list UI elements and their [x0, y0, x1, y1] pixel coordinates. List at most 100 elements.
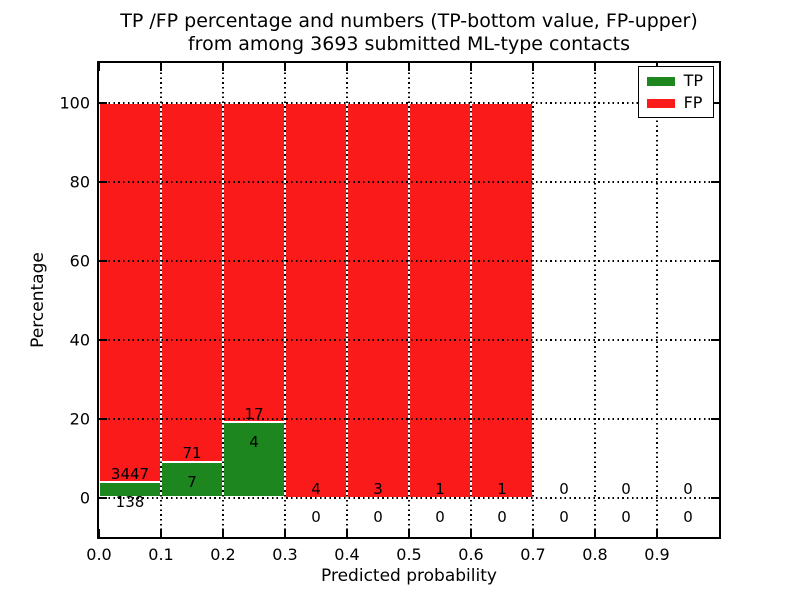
- x-tick-mark: [284, 529, 286, 537]
- fp-count-label: 3: [373, 479, 383, 498]
- y-tick-mark: [99, 180, 107, 183]
- x-tick-mark: [346, 63, 348, 71]
- x-tick-label: 0.4: [334, 545, 360, 564]
- gridline-vertical: [222, 63, 224, 537]
- x-tick-label: 0.1: [148, 545, 174, 564]
- gridline-vertical: [532, 63, 534, 537]
- legend-entry-fp: FP: [646, 93, 703, 112]
- fp-count-label: 3447: [110, 464, 150, 483]
- y-tick-mark: [99, 338, 107, 341]
- y-tick-label: 100: [59, 93, 90, 112]
- gridline-horizontal: [99, 417, 719, 420]
- x-tick-mark: [532, 63, 534, 71]
- fp-count-label: 17: [244, 404, 264, 423]
- fp-count-label: 0: [559, 479, 569, 498]
- x-tick-mark: [346, 529, 348, 537]
- y-tick-label: 0: [79, 488, 90, 507]
- grid-layer: [99, 63, 719, 537]
- x-tick-label: 0.6: [458, 545, 484, 564]
- gridline-horizontal: [99, 338, 719, 341]
- y-tick-label: 80: [69, 172, 90, 191]
- x-tick-mark: [160, 63, 162, 71]
- legend-swatch-fp-icon: [646, 98, 675, 108]
- x-tick-label: 0.3: [272, 545, 298, 564]
- x-tick-label: 0.9: [644, 545, 670, 564]
- gridline-vertical: [346, 63, 348, 537]
- gridline-vertical: [656, 63, 658, 537]
- legend-entry-tp: TP: [646, 71, 703, 90]
- fp-count-label: 1: [435, 479, 445, 498]
- legend-swatch-tp-icon: [646, 76, 675, 86]
- x-tick-label: 0.7: [520, 545, 546, 564]
- chart-title: TP /FP percentage and numbers (TP-bottom…: [99, 10, 719, 56]
- x-tick-label: 0.0: [86, 545, 112, 564]
- tp-count-label: 4: [249, 433, 259, 451]
- bars-layer: [99, 63, 719, 537]
- x-axis-label: Predicted probability: [321, 566, 497, 586]
- tp-count-label: 0: [621, 508, 631, 527]
- tp-count-label: 0: [435, 508, 445, 527]
- x-tick-mark: [470, 529, 472, 537]
- fp-count-label: 0: [621, 479, 631, 498]
- bar-segment-fp: [161, 102, 223, 463]
- gridline-horizontal: [99, 496, 719, 499]
- x-tick-label: 0.8: [582, 545, 608, 564]
- tp-count-label: 138: [115, 493, 145, 512]
- x-tick-mark: [222, 63, 224, 71]
- bar-segment-tp: [161, 462, 223, 498]
- x-tick-mark: [408, 529, 410, 537]
- y-tick-mark: [99, 417, 107, 420]
- fp-count-label: 1: [497, 479, 507, 498]
- gridline-horizontal: [99, 180, 719, 183]
- y-tick-label: 60: [69, 251, 90, 270]
- chart-title-line2: from among 3693 submitted ML-type contac…: [187, 33, 631, 55]
- x-tick-mark: [470, 63, 472, 71]
- y-tick-mark: [711, 101, 719, 104]
- gridline-horizontal: [99, 101, 719, 104]
- x-tick-mark: [408, 63, 410, 71]
- fp-count-label: 71: [182, 444, 202, 463]
- gridline-horizontal: [99, 259, 719, 262]
- tp-count-label: 0: [497, 508, 507, 527]
- gridline-vertical: [284, 63, 286, 537]
- y-tick-mark: [711, 259, 719, 262]
- plot-area: 3447 138 71 7 17 4 4 0 3 0 1 0 1 0 0 0 0 0 0 0 TP FP: [97, 61, 721, 539]
- chart-title-line1: TP /FP percentage and numbers (TP-bottom…: [120, 10, 698, 32]
- y-tick-mark: [711, 338, 719, 341]
- x-tick-mark: [656, 529, 658, 537]
- tp-count-label: 0: [683, 508, 693, 527]
- x-tick-mark: [594, 529, 596, 537]
- gridline-vertical: [594, 63, 596, 537]
- tp-count-label: 0: [559, 508, 569, 527]
- x-tick-mark: [532, 529, 534, 537]
- tp-count-label: 0: [311, 508, 321, 527]
- y-tick-mark: [711, 496, 719, 499]
- x-tick-mark: [594, 63, 596, 71]
- x-tick-mark: [160, 529, 162, 537]
- x-tick-label: 0.2: [210, 545, 236, 564]
- annotations-layer: 3447 138 71 7 17 4 4 0 3 0 1 0 1 0 0 0 0 0 0 0: [99, 63, 719, 537]
- y-tick-mark: [711, 180, 719, 183]
- gridline-vertical: [160, 63, 162, 537]
- tp-count-label: 7: [187, 472, 197, 491]
- x-tick-mark: [222, 529, 224, 537]
- y-tick-mark: [711, 417, 719, 420]
- x-tick-mark: [98, 63, 100, 71]
- y-tick-mark: [99, 101, 107, 104]
- x-tick-mark: [98, 529, 100, 537]
- gridline-vertical: [408, 63, 410, 537]
- y-tick-label: 40: [69, 330, 90, 349]
- y-tick-mark: [99, 259, 107, 262]
- legend-label-tp: TP: [683, 71, 703, 90]
- x-tick-mark: [284, 63, 286, 71]
- tp-count-label: 0: [373, 508, 383, 527]
- fp-count-label: 4: [311, 479, 321, 498]
- fp-count-label: 0: [683, 479, 693, 498]
- y-tick-label: 20: [69, 409, 90, 428]
- legend: TP FP: [637, 66, 714, 118]
- gridline-vertical: [470, 63, 472, 537]
- y-tick-mark: [99, 496, 107, 499]
- legend-label-fp: FP: [683, 93, 703, 112]
- x-tick-label: 0.5: [396, 545, 422, 564]
